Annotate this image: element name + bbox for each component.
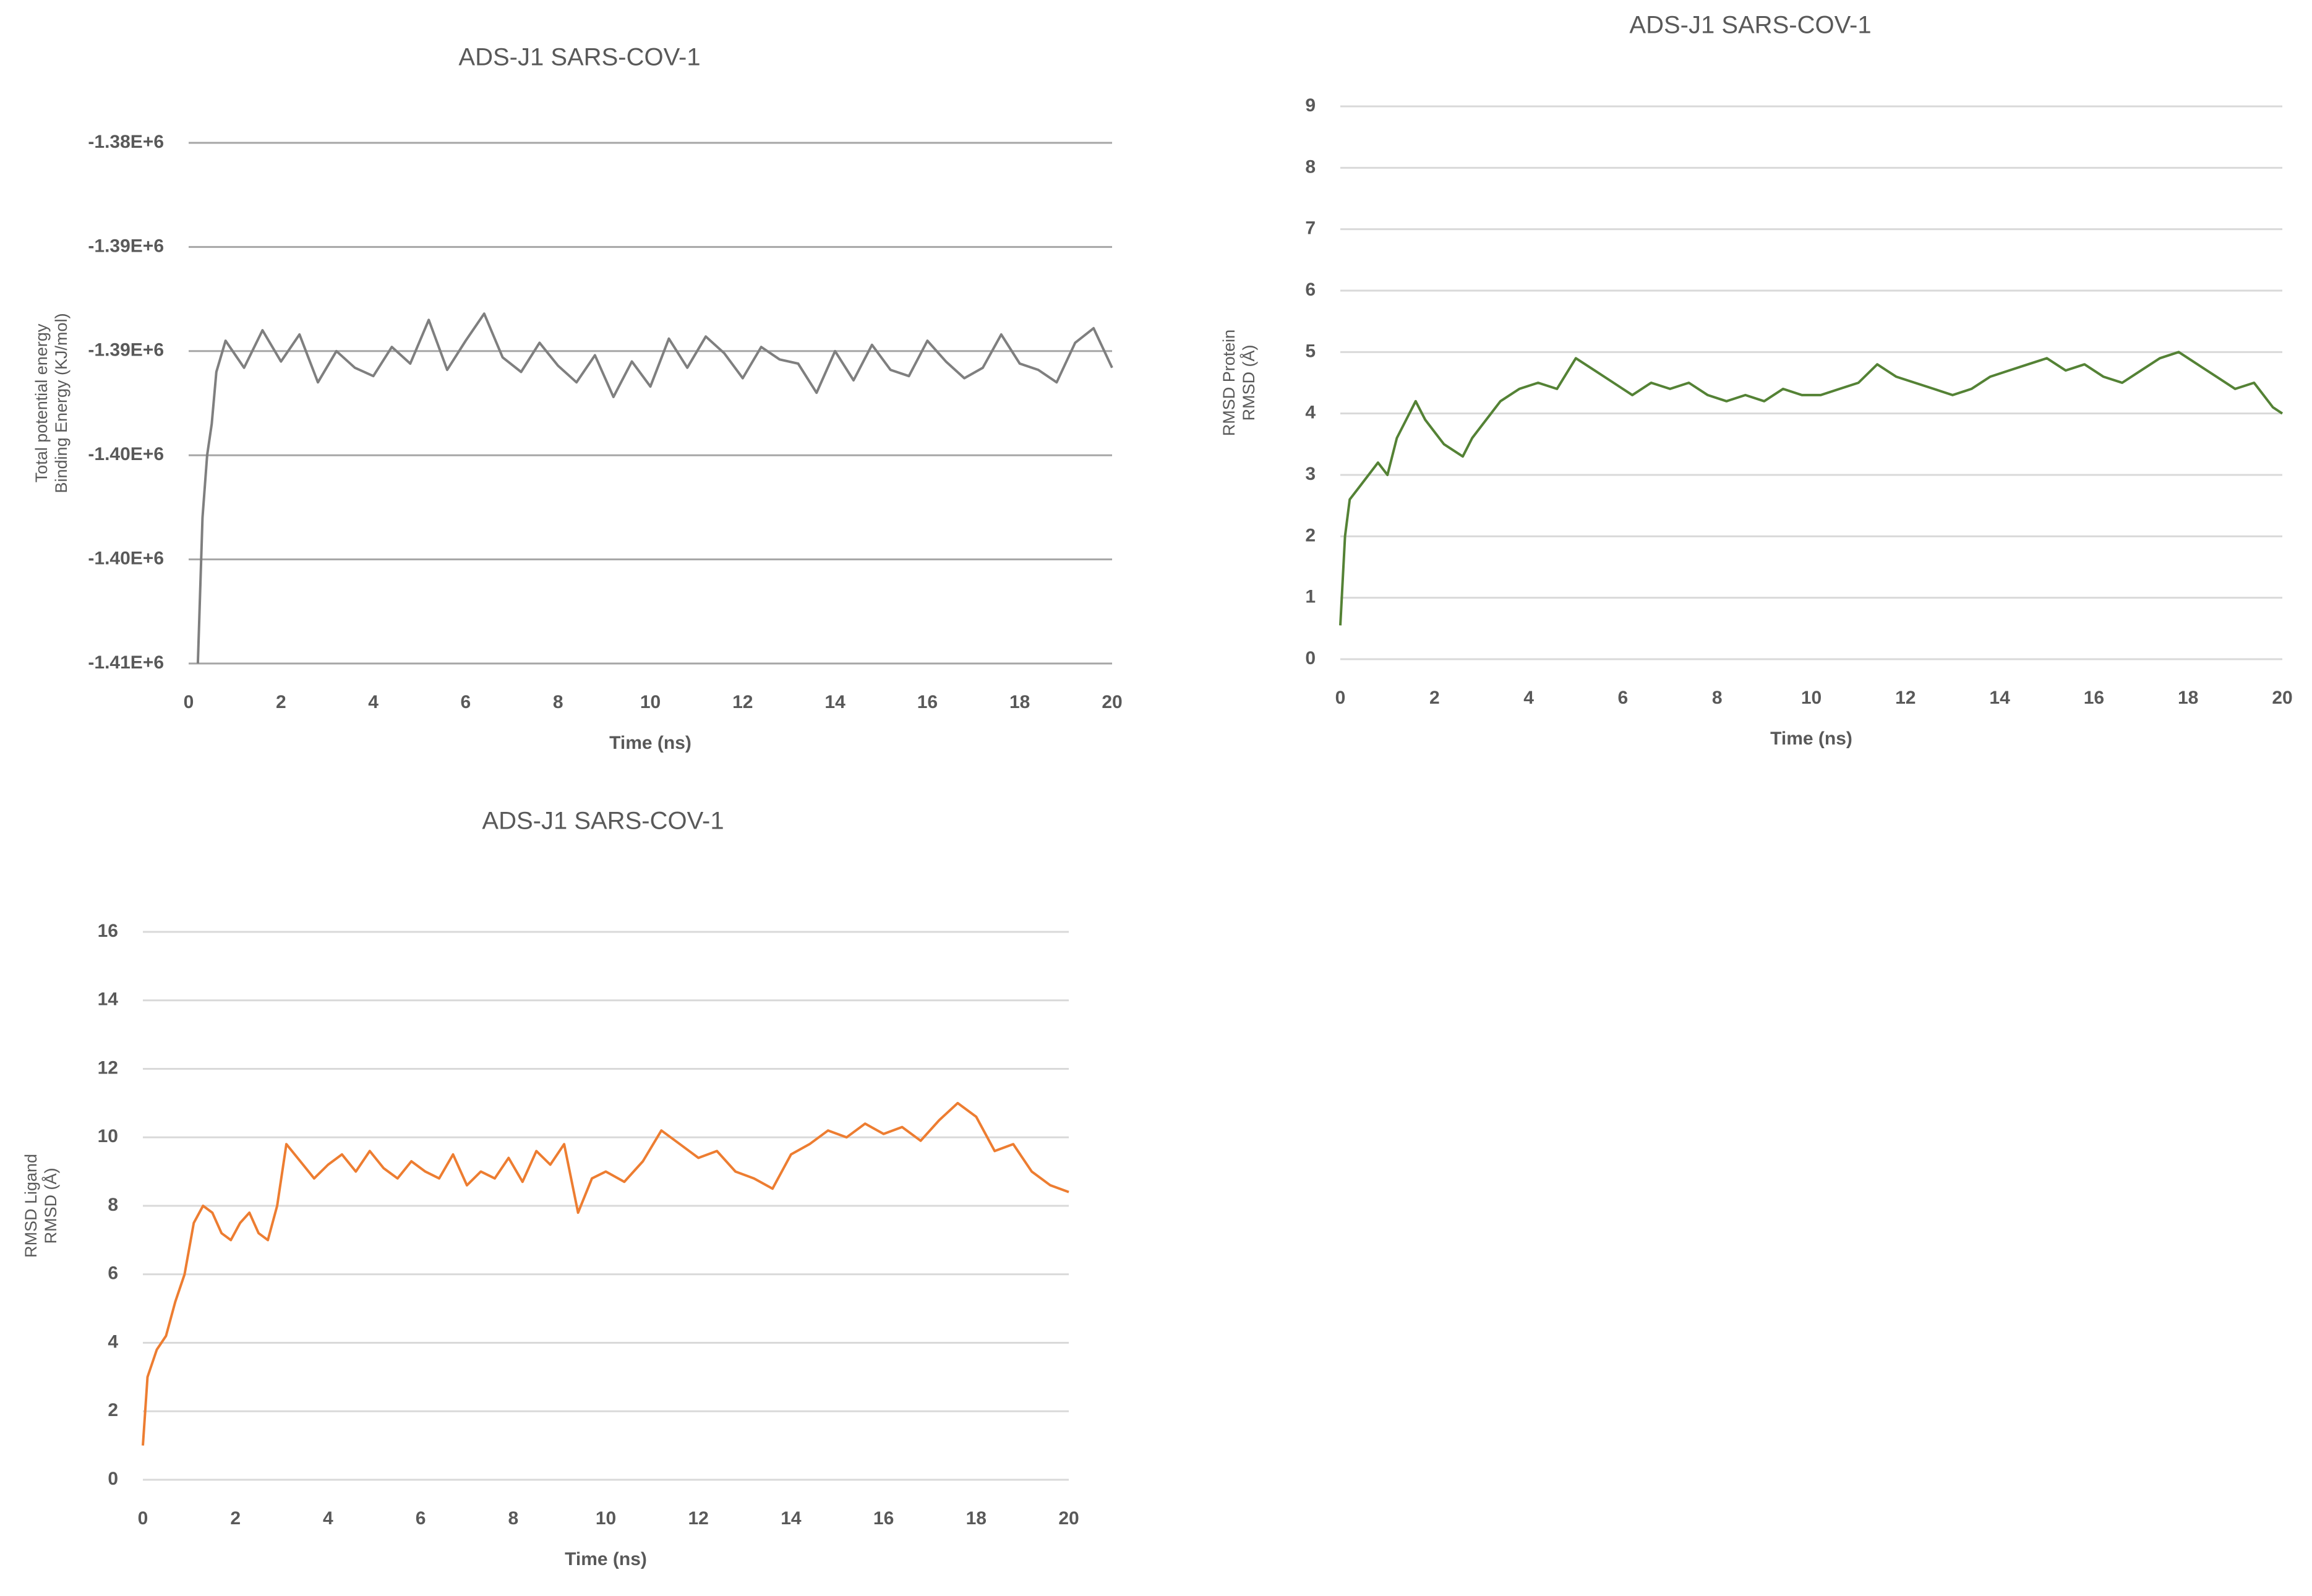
y-tick-label: -1.38E+6: [88, 132, 164, 152]
x-tick-label: 12: [732, 692, 753, 712]
y-tick-label: 7: [1305, 218, 1316, 239]
x-tick-label: 16: [2084, 688, 2104, 708]
x-tick-label: 6: [416, 1508, 426, 1529]
y-tick-label: 10: [98, 1126, 118, 1146]
y-tick-label: 1: [1305, 587, 1316, 607]
y-tick-label: 16: [98, 921, 118, 941]
x-tick-label: 0: [138, 1508, 148, 1529]
x-tick-label: 2: [230, 1508, 241, 1529]
y-tick-label: -1.40E+6: [88, 444, 164, 464]
y-tick-label: 8: [108, 1195, 118, 1215]
x-tick-label: 2: [1429, 688, 1440, 708]
data-line: [1339, 351, 2284, 626]
data-line: [196, 312, 1113, 664]
x-tick-label: 4: [1523, 688, 1534, 708]
x-tick-label: 14: [781, 1508, 802, 1529]
x-tick-label: 18: [966, 1508, 987, 1529]
y-tick-label: 0: [1305, 648, 1316, 668]
x-tick-label: 8: [508, 1508, 518, 1529]
y-tick-label: 5: [1305, 341, 1316, 361]
y-tick-label: 3: [1305, 464, 1316, 484]
y-axis-title: Total potential energy Binding Energy (KJ…: [32, 313, 71, 493]
y-tick-label: 12: [98, 1057, 118, 1078]
y-tick-label: 2: [108, 1400, 118, 1420]
x-tick-label: 14: [824, 692, 846, 712]
y-axis-title-line: RMSD Protein: [1220, 330, 1238, 437]
x-tick-label: 10: [640, 692, 661, 712]
chart-title: ADS-J1 SARS-COV-1: [458, 44, 700, 71]
x-tick-label: 8: [553, 692, 563, 712]
y-tick-label: -1.39E+6: [88, 236, 164, 256]
y-axis-title: RMSD Protein RMSD (Å): [1220, 330, 1258, 437]
x-tick-label: 12: [1895, 688, 1916, 708]
x-tick-label: 18: [1009, 692, 1030, 712]
y-axis-title-line: RMSD (Å): [1239, 345, 1258, 421]
y-tick-label: 2: [1305, 525, 1316, 545]
y-tick-label: -1.39E+6: [88, 340, 164, 361]
x-tick-label: 10: [1801, 688, 1822, 708]
chart-title: ADS-J1 SARS-COV-1: [1629, 12, 1871, 39]
x-tick-label: 4: [368, 692, 379, 712]
x-tick-label: 18: [2178, 688, 2198, 708]
x-tick-label: 8: [1712, 688, 1723, 708]
x-tick-label: 16: [917, 692, 938, 712]
y-tick-label: -1.40E+6: [88, 548, 164, 569]
x-tick-label: 6: [461, 692, 471, 712]
x-tick-label: 16: [873, 1508, 894, 1529]
x-axis-title: Time (ns): [609, 733, 691, 753]
y-tick-label: 4: [1305, 403, 1316, 423]
y-tick-label: -1.41E+6: [88, 652, 164, 673]
x-axis-title: Time (ns): [1770, 728, 1852, 749]
x-axis-title: Time (ns): [565, 1549, 647, 1569]
chart-title: ADS-J1 SARS-COV-1: [482, 808, 724, 835]
x-tick-label: 4: [323, 1508, 333, 1529]
x-tick-label: 6: [1618, 688, 1629, 708]
y-tick-label: 6: [108, 1263, 118, 1284]
x-tick-label: 20: [2272, 688, 2292, 708]
y-tick-label: 8: [1305, 156, 1316, 177]
y-tick-label: 9: [1305, 95, 1316, 116]
y-axis-title-line: Binding Energy (KJ/mol): [52, 313, 71, 493]
x-tick-label: 0: [1335, 688, 1346, 708]
x-tick-label: 20: [1058, 1508, 1079, 1529]
y-tick-label: 4: [108, 1331, 118, 1352]
x-tick-label: 12: [688, 1508, 709, 1529]
y-axis-title-line: RMSD (Å): [41, 1168, 60, 1244]
x-tick-label: 20: [1102, 692, 1122, 712]
x-tick-label: 2: [276, 692, 286, 712]
y-axis-title: RMSD Ligand RMSD (Å): [22, 1154, 60, 1258]
data-line: [142, 1101, 1069, 1446]
x-tick-label: 0: [184, 692, 194, 712]
y-axis-title-line: RMSD Ligand: [22, 1154, 40, 1258]
x-tick-label: 14: [1989, 688, 2010, 708]
y-tick-label: 0: [108, 1469, 118, 1489]
y-tick-label: 14: [98, 989, 119, 1010]
y-axis-title-line: Total potential energy: [32, 323, 51, 482]
x-tick-label: 10: [596, 1508, 616, 1529]
y-tick-label: 6: [1305, 280, 1316, 300]
